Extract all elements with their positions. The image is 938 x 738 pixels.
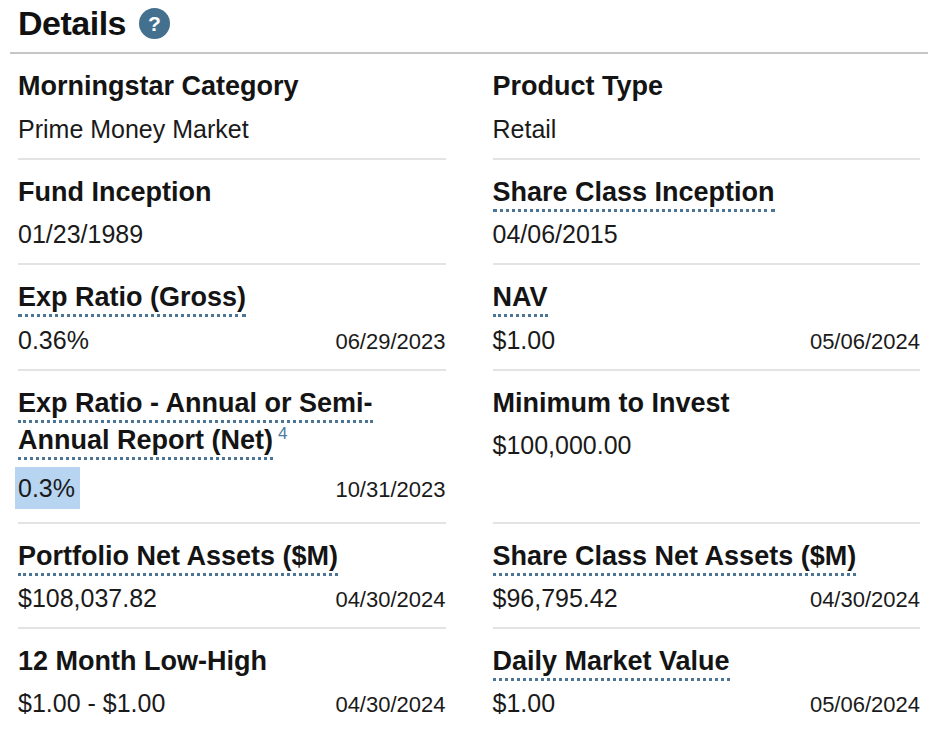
detail-value: Prime Money Market <box>18 114 249 145</box>
detail-date: 05/06/2024 <box>810 691 920 719</box>
detail-value: $108,037.82 <box>18 583 157 614</box>
detail-value: 04/06/2015 <box>493 219 618 250</box>
detail-label: Minimum to Invest <box>493 385 921 422</box>
detail-exp-ratio-net: Exp Ratio - Annual or Semi-Annual Report… <box>18 371 446 524</box>
detail-value: 01/23/1989 <box>18 219 143 250</box>
detail-portfolio-net-assets: Portfolio Net Assets ($M) $108,037.82 04… <box>18 524 446 630</box>
details-grid: Morningstar Category Prime Money Market … <box>18 54 920 732</box>
detail-minimum-to-invest: Minimum to Invest $100,000.00 <box>493 371 921 524</box>
detail-label: 12 Month Low-High <box>18 643 446 680</box>
detail-value: Retail <box>493 114 557 145</box>
detail-value: $96,795.42 <box>493 583 618 614</box>
detail-label: Fund Inception <box>18 174 446 211</box>
detail-date: 05/06/2024 <box>810 328 920 356</box>
detail-date: 04/30/2024 <box>335 691 445 719</box>
detail-value: $1.00 - $1.00 <box>18 688 165 719</box>
detail-label-tooltip[interactable]: Exp Ratio - Annual or Semi-Annual Report… <box>18 388 373 460</box>
detail-date: 06/29/2023 <box>335 328 445 356</box>
detail-product-type: Product Type Retail <box>493 54 921 160</box>
detail-value: $1.00 <box>493 688 556 719</box>
detail-value-selected: 0.3% <box>15 467 80 508</box>
detail-label-tooltip[interactable]: Exp Ratio (Gross) <box>18 282 246 317</box>
detail-value: $1.00 <box>493 325 556 356</box>
detail-label-tooltip[interactable]: Daily Market Value <box>493 646 730 681</box>
detail-fund-inception: Fund Inception 01/23/1989 <box>18 160 446 266</box>
detail-label: Morningstar Category <box>18 68 446 105</box>
help-icon[interactable]: ? <box>139 8 170 39</box>
detail-label-tooltip[interactable]: Share Class Net Assets ($M) <box>493 541 857 576</box>
footnote-4-link[interactable]: 4 <box>278 424 287 443</box>
detail-morningstar-category: Morningstar Category Prime Money Market <box>18 54 446 160</box>
details-panel: Details ? Morningstar Category Prime Mon… <box>0 0 938 733</box>
detail-share-class-net-assets: Share Class Net Assets ($M) $96,795.42 0… <box>493 524 921 630</box>
detail-value: 0.36% <box>18 325 89 356</box>
detail-12-month-low-high: 12 Month Low-High $1.00 - $1.00 04/30/20… <box>18 629 446 733</box>
detail-date: 04/30/2024 <box>335 586 445 614</box>
detail-nav: NAV $1.00 05/06/2024 <box>493 265 921 371</box>
detail-label: Product Type <box>493 68 921 105</box>
detail-share-class-inception: Share Class Inception 04/06/2015 <box>493 160 921 266</box>
question-mark-icon: ? <box>148 13 161 34</box>
detail-exp-ratio-gross: Exp Ratio (Gross) 0.36% 06/29/2023 <box>18 265 446 371</box>
detail-date: 10/31/2023 <box>335 476 445 504</box>
detail-label-tooltip[interactable]: Share Class Inception <box>493 177 775 212</box>
page-title: Details <box>18 5 126 42</box>
detail-date: 04/30/2024 <box>810 586 920 614</box>
details-header: Details ? <box>10 0 928 54</box>
detail-label-tooltip[interactable]: Portfolio Net Assets ($M) <box>18 541 338 576</box>
detail-label-tooltip[interactable]: NAV <box>493 282 548 317</box>
detail-daily-market-value: Daily Market Value $1.00 05/06/2024 <box>493 629 921 733</box>
detail-value: $100,000.00 <box>493 430 632 461</box>
